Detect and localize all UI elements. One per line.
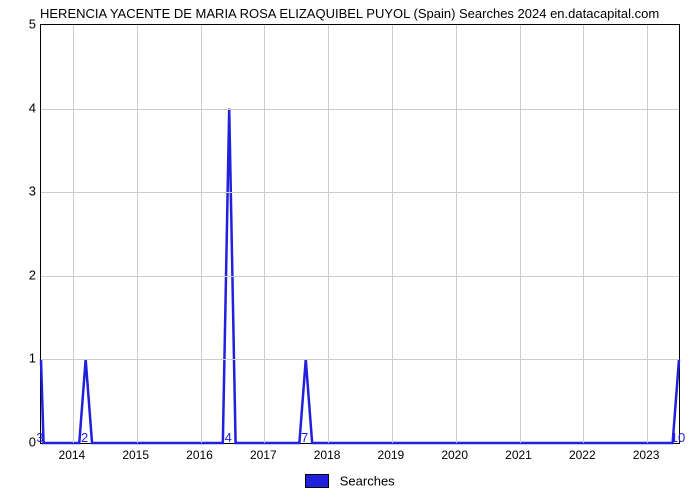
x-tick-label: 2019 <box>378 448 405 462</box>
y-tick-label: 1 <box>29 351 36 366</box>
gridline-horizontal <box>41 276 679 277</box>
gridline-vertical <box>520 25 521 443</box>
data-point-annotation: 7 <box>301 430 308 445</box>
x-tick-label: 2020 <box>441 448 468 462</box>
x-tick-label: 2014 <box>59 448 86 462</box>
y-tick-label: 4 <box>29 100 36 115</box>
x-tick-label: 2021 <box>505 448 532 462</box>
gridline-horizontal <box>41 109 679 110</box>
gridline-vertical <box>201 25 202 443</box>
gridline-vertical <box>73 25 74 443</box>
gridline-vertical <box>264 25 265 443</box>
gridline-vertical <box>137 25 138 443</box>
x-tick-label: 2022 <box>569 448 596 462</box>
data-point-annotation: 3 <box>36 430 43 445</box>
y-tick-label: 5 <box>29 17 36 32</box>
x-tick-label: 2017 <box>250 448 277 462</box>
y-tick-label: 2 <box>29 267 36 282</box>
legend-swatch <box>305 474 329 488</box>
x-tick-label: 2023 <box>633 448 660 462</box>
x-tick-label: 2016 <box>186 448 213 462</box>
y-tick-label: 3 <box>29 184 36 199</box>
legend-label: Searches <box>340 473 395 488</box>
data-point-annotation: 4 <box>225 430 232 445</box>
gridline-vertical <box>456 25 457 443</box>
data-point-annotation: 10 <box>671 430 685 445</box>
chart-title: HERENCIA YACENTE DE MARIA ROSA ELIZAQUIB… <box>40 6 659 21</box>
gridline-vertical <box>583 25 584 443</box>
gridline-horizontal <box>41 192 679 193</box>
plot-area <box>40 24 680 444</box>
chart-container: HERENCIA YACENTE DE MARIA ROSA ELIZAQUIB… <box>0 0 700 500</box>
gridline-horizontal <box>41 359 679 360</box>
gridline-vertical <box>647 25 648 443</box>
gridline-vertical <box>392 25 393 443</box>
legend: Searches <box>0 472 700 490</box>
y-tick-label: 0 <box>29 435 36 450</box>
data-point-annotation: 2 <box>81 430 88 445</box>
gridline-vertical <box>328 25 329 443</box>
x-tick-label: 2018 <box>314 448 341 462</box>
x-tick-label: 2015 <box>122 448 149 462</box>
